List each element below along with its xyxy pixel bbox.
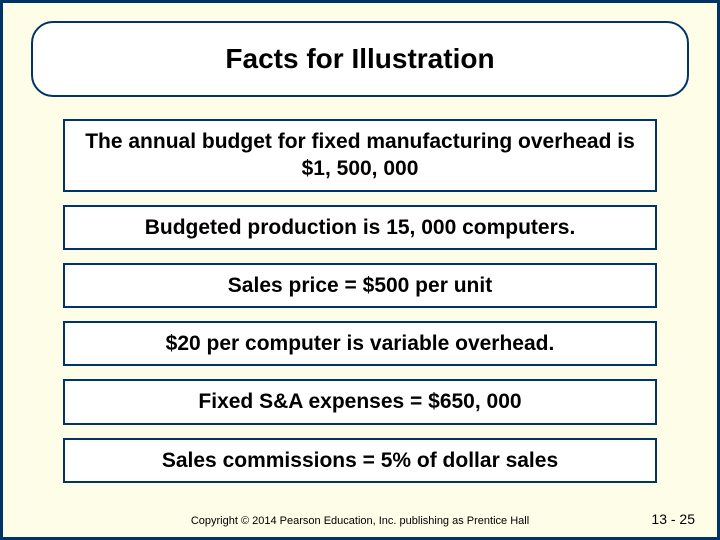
fact-item: Sales commissions = 5% of dollar sales bbox=[63, 438, 657, 483]
slide-title: Facts for Illustration bbox=[43, 43, 677, 75]
fact-item: Sales price = $500 per unit bbox=[63, 263, 657, 308]
facts-container: The annual budget for fixed manufacturin… bbox=[3, 119, 717, 483]
fact-item: Budgeted production is 15, 000 computers… bbox=[63, 205, 657, 250]
title-box: Facts for Illustration bbox=[31, 21, 689, 97]
fact-item: Fixed S&A expenses = $650, 000 bbox=[63, 379, 657, 424]
fact-item: The annual budget for fixed manufacturin… bbox=[63, 119, 657, 192]
copyright-footer: Copyright © 2014 Pearson Education, Inc.… bbox=[3, 515, 717, 527]
page-number: 13 - 25 bbox=[651, 511, 695, 527]
fact-item: $20 per computer is variable overhead. bbox=[63, 321, 657, 366]
